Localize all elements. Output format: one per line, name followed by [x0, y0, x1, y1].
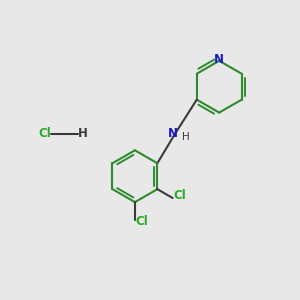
Text: Cl: Cl [136, 215, 148, 228]
Text: Cl: Cl [173, 189, 186, 203]
Text: N: N [214, 53, 224, 66]
Text: N: N [168, 127, 178, 140]
Text: Cl: Cl [38, 127, 51, 140]
Text: H: H [78, 127, 88, 140]
Text: H: H [182, 132, 190, 142]
